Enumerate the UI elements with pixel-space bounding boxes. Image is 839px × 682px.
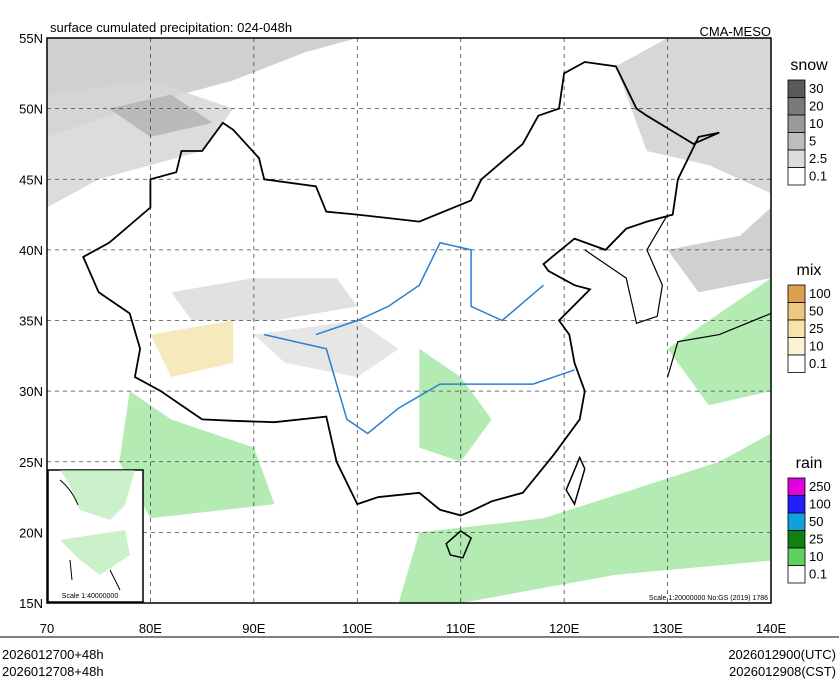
precip-area <box>150 320 234 377</box>
legend-label: 10 <box>809 549 823 564</box>
legend-label: 0.1 <box>809 169 827 184</box>
map-frame <box>46 37 772 604</box>
legends: snow 30 20 10 5 2.5 0.1 mix 100 50 25 10 0.1 rain 250 1… <box>787 57 831 584</box>
legend-swatch <box>787 167 806 186</box>
legend-label: 100 <box>809 497 831 512</box>
lon-label: 120E <box>549 621 580 636</box>
legend-swatch <box>787 79 806 98</box>
country-border <box>82 61 720 517</box>
lon-label: 130E <box>652 621 683 636</box>
coast <box>584 214 669 325</box>
legend-swatch <box>787 477 806 496</box>
valid-cst: 2026012908(CST) <box>729 664 836 679</box>
legend-swatch <box>787 97 806 116</box>
lon-label: 90E <box>242 621 265 636</box>
legend-label: 10 <box>809 339 823 354</box>
river <box>315 241 544 336</box>
legend-label: 100 <box>809 286 831 301</box>
lat-label: 15N <box>19 596 43 611</box>
lon-label: 140E <box>756 621 787 636</box>
legend-swatch <box>787 565 806 584</box>
legend-swatch <box>787 132 806 151</box>
legend-swatch <box>787 547 806 566</box>
legend-swatch <box>787 530 806 549</box>
legend-swatch <box>787 354 806 373</box>
legend-swatch <box>787 495 806 514</box>
lat-label: 35N <box>19 314 43 329</box>
precip-area <box>615 38 771 194</box>
inset-scale: Scale 1:40000000 <box>62 593 119 600</box>
precip-area <box>419 348 492 462</box>
coast <box>667 312 772 378</box>
lat-label: 25N <box>19 455 43 470</box>
precip-area <box>171 278 358 321</box>
inset-map: Scale 1:40000000 <box>47 469 144 603</box>
legend-label: 0.1 <box>809 356 827 371</box>
legend-label: 5 <box>809 134 816 149</box>
lat-label: 30N <box>19 384 43 399</box>
legend-label: 50 <box>809 304 823 319</box>
inset-rain <box>60 470 135 520</box>
legend-title: snow <box>790 57 828 74</box>
lon-label: 80E <box>139 621 162 636</box>
precip-area <box>398 433 771 603</box>
legend-label: 0.1 <box>809 567 827 582</box>
scale-note: Scale 1:20000000 No:GS (2019) 1786 <box>649 595 768 602</box>
map-title: surface cumulated precipitation: 024-048… <box>50 20 292 35</box>
init-cst: 2026012708+48h <box>2 664 104 679</box>
inset-coast <box>59 479 121 591</box>
island <box>565 455 586 506</box>
lat-label: 45N <box>19 172 43 187</box>
legend-swatch <box>787 302 806 321</box>
legend-label: 25 <box>809 532 823 547</box>
legend-title: rain <box>796 455 823 472</box>
legend-swatch <box>787 284 806 303</box>
legend-swatch <box>787 149 806 168</box>
precip-fields <box>47 38 771 603</box>
legend-label: 30 <box>809 81 823 96</box>
river <box>264 333 575 435</box>
lat-label: 55N <box>19 31 43 46</box>
legend-label: 2.5 <box>809 151 827 166</box>
legend-swatch <box>787 319 806 338</box>
legend-swatch <box>787 114 806 133</box>
precip-area <box>109 94 213 137</box>
legend-swatch <box>787 512 806 531</box>
island <box>445 530 473 559</box>
legend-label: 250 <box>809 479 831 494</box>
lat-label: 50N <box>19 102 43 117</box>
lon-label: 100E <box>342 621 373 636</box>
init-utc: 2026012700+48h <box>2 647 104 662</box>
legend-label: 10 <box>809 116 823 131</box>
legend-label: 50 <box>809 514 823 529</box>
legend-title: mix <box>797 262 822 279</box>
source-label: CMA-MESO <box>700 24 772 39</box>
legend-swatch <box>787 337 806 356</box>
borders <box>82 61 772 559</box>
lat-label: 20N <box>19 525 43 540</box>
precip-area <box>119 391 275 519</box>
legend-label: 25 <box>809 321 823 336</box>
precip-area <box>47 38 358 137</box>
precip-area <box>667 278 771 406</box>
inset-rain <box>60 530 130 575</box>
lon-label: 110E <box>446 621 476 636</box>
legend-label: 20 <box>809 99 823 114</box>
valid-utc: 2026012900(UTC) <box>728 647 836 662</box>
lon-label: 70 <box>40 621 54 636</box>
lat-label: 40N <box>19 243 43 258</box>
